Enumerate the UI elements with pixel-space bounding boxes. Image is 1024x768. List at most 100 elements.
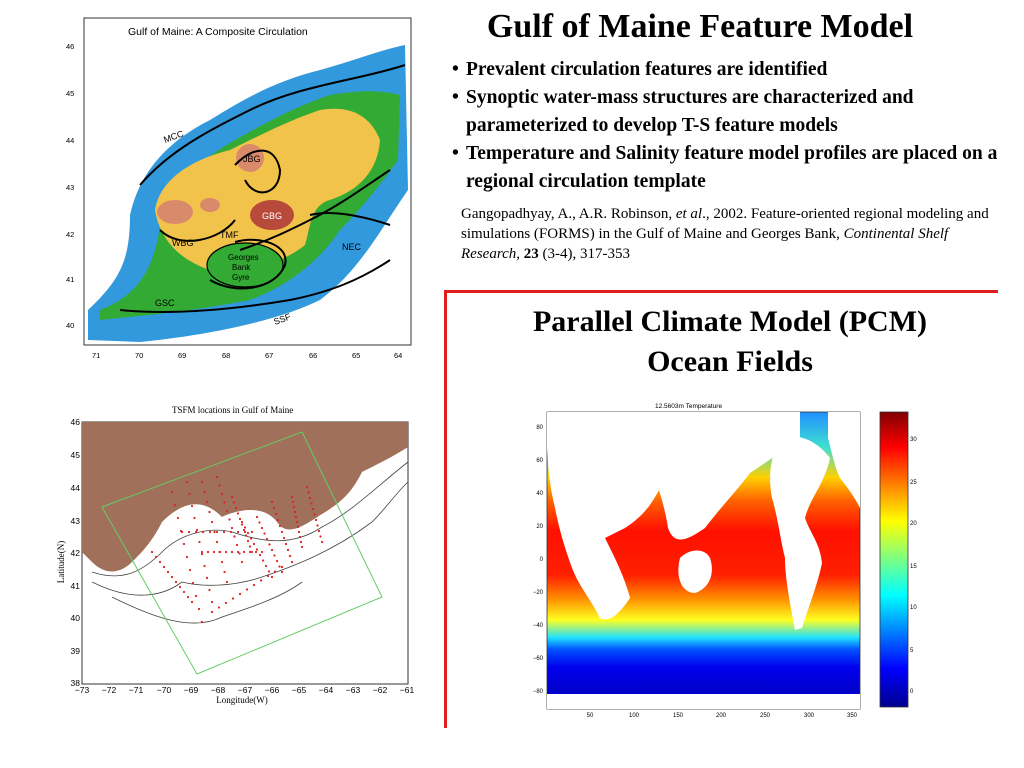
tsfm-station-point: [170, 490, 174, 494]
lat-tick: 41: [66, 275, 74, 284]
x-tick: 50: [587, 713, 594, 719]
tsfm-station-point: [258, 553, 262, 557]
colorbar-tick: 0: [910, 689, 914, 695]
tsfm-station-point: [154, 555, 158, 559]
antarctica-landmass: [547, 694, 860, 709]
tsfm-station-point: [290, 495, 294, 499]
lon-tick: −61: [400, 685, 415, 695]
lon-tick: 64: [394, 351, 402, 360]
tsfm-station-point: [178, 585, 182, 589]
gyre-label-line2: Bank: [232, 263, 251, 272]
tsfm-station-point: [240, 520, 244, 524]
tmf-label: TMF: [220, 230, 239, 240]
asia-landmass: [640, 412, 800, 540]
tsfm-station-point: [276, 518, 280, 522]
tsfm-station-point: [194, 530, 198, 534]
circulation-labels: MCC JBG GBG WBG TMF NEC Georges Bank Gyr…: [155, 128, 362, 327]
tsfm-station-point: [218, 550, 222, 554]
tsfm-station-point: [268, 543, 271, 546]
slide-title: Gulf of Maine Feature Model: [486, 8, 914, 45]
colorbar-tick: 25: [910, 480, 917, 486]
tsfm-station-point: [176, 516, 180, 520]
tsfm-station-point: [173, 503, 177, 507]
divider-vertical: [444, 290, 447, 728]
colorbar-tick: 30: [910, 437, 917, 443]
tsfm-station-point: [320, 540, 324, 544]
basin-region: [155, 108, 380, 272]
citation-journal: Continental Shelf Research: [461, 226, 949, 262]
tsfm-land: [82, 422, 408, 572]
tsfm-station-point: [263, 532, 266, 535]
tsfm-station-point: [230, 495, 234, 499]
tsfm-station-point: [308, 496, 312, 500]
tsfm-station-point: [280, 565, 284, 569]
lat-tick: 44: [71, 483, 81, 493]
tsfm-station-point: [258, 521, 261, 524]
tsfm-station-point: [182, 590, 186, 594]
tsfm-station-point: [267, 570, 271, 573]
lon-tick: 66: [309, 351, 317, 360]
tsfm-station-point: [218, 484, 221, 487]
tsfm-station-point: [210, 520, 214, 524]
tsfm-station-point: [292, 505, 296, 509]
tsfm-station-point: [224, 601, 228, 605]
lon-tick: −62: [373, 685, 388, 695]
tsfm-station-point: [210, 610, 214, 614]
tsfm-station-point: [317, 529, 321, 533]
georges-basin-patch: [250, 200, 294, 230]
tsfm-station-point: [200, 550, 204, 554]
tsfm-station-point: [260, 550, 264, 554]
colorbar-tick: 15: [910, 564, 917, 570]
tsfm-station-point: [223, 501, 226, 504]
tsfm-station-point: [311, 507, 315, 511]
citation-volume: 23: [523, 246, 539, 262]
lat-tick: 43: [66, 183, 74, 192]
citation: Gangopadhyay, A., A.R. Robinson, et al.,…: [461, 204, 991, 264]
tsfm-station-point: [307, 491, 310, 494]
tsfm-station-point: [243, 530, 247, 534]
tsfm-station-point: [265, 537, 269, 541]
tsfm-station-point: [290, 560, 294, 564]
wilkinson-basin-patch: [157, 200, 193, 224]
tsfm-station-point: [255, 515, 259, 519]
jbg-label: JBG: [243, 154, 261, 164]
pcm-colorbar: [879, 411, 909, 708]
lat-tick: 44: [66, 136, 74, 145]
tsfm-lat-ticks: 46 45 44 43 42 41 40 39 38: [71, 417, 81, 688]
tsfm-station-point: [212, 550, 216, 554]
tsfm-station-point: [186, 595, 190, 599]
tsfm-station-point: [232, 501, 236, 504]
tsfm-station-point: [244, 534, 248, 537]
lon-tick: −63: [346, 685, 361, 695]
tsfm-station-point: [282, 536, 286, 540]
tsfm-station-point: [208, 530, 212, 534]
tsfm-station-point: [305, 485, 309, 489]
lon-tick: 71: [92, 351, 100, 360]
tsfm-station-point: [254, 550, 258, 554]
pcm-x-ticks: 50 100 150 200 250 300 350: [587, 713, 858, 719]
tsfm-station-point: [190, 600, 194, 604]
tsfm-station-point: [200, 552, 204, 556]
tsfm-station-point: [182, 542, 186, 546]
tsfm-station-point: [299, 540, 303, 544]
tsfm-station-point: [233, 535, 236, 538]
colorbar-tick: 10: [910, 605, 917, 611]
lon-tick: −68: [211, 685, 226, 695]
tsfm-station-point: [200, 480, 204, 484]
pcm-y-ticks: 80 60 40 20 0 −20 −40 −60 −80: [533, 425, 544, 695]
lon-tick: 65: [352, 351, 360, 360]
citation-pages: (3-4), 317-353: [538, 246, 630, 262]
tsfm-station-point: [194, 594, 198, 598]
lat-tick: 41: [71, 581, 81, 591]
circulation-lon-ticks: 71 70 69 68 67 66 65 64: [92, 351, 402, 360]
colorbar-tick: 5: [910, 648, 914, 654]
tsfm-station-point: [275, 559, 279, 563]
tsfm-locations-figure: TSFM locations in Gulf of Maine Latitude…: [52, 402, 422, 707]
lat-tick: 46: [71, 417, 81, 427]
tsfm-station-point: [150, 550, 154, 554]
gyre-label-line3: Gyre: [232, 273, 250, 282]
lon-tick: −67: [238, 685, 253, 695]
tsfm-station-point: [224, 550, 228, 554]
circulation-lat-ticks: 46 45 44 43 42 41 40: [66, 42, 74, 330]
pcm-map-title: 12.5603m Temperature: [655, 403, 722, 410]
